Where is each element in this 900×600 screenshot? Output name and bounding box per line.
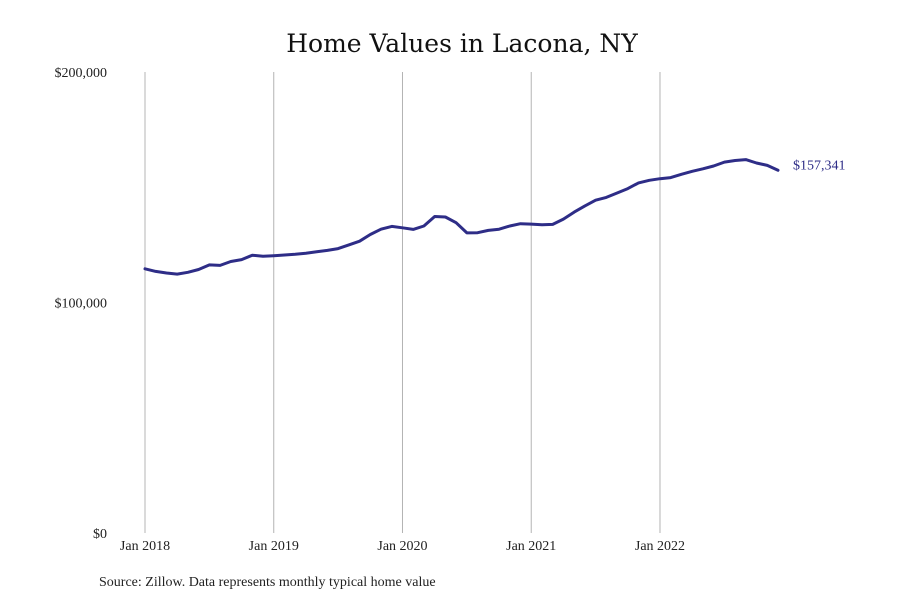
x-tick-label: Jan 2020 (377, 539, 427, 554)
x-tick-label: Jan 2021 (506, 539, 556, 554)
grid-lines (144, 72, 661, 533)
x-tick-label: Jan 2018 (120, 539, 170, 554)
x-tick-label: Jan 2019 (249, 539, 299, 554)
y-tick-label: $100,000 (55, 297, 108, 312)
y-tick-label: $0 (93, 527, 107, 542)
source-note: Source: Zillow. Data represents monthly … (99, 575, 436, 590)
x-tick-label: Jan 2022 (635, 539, 685, 554)
series-line (143, 158, 780, 276)
y-tick-label: $200,000 (55, 66, 108, 81)
end-value-label: $157,341 (793, 158, 846, 173)
chart-title: Home Values in Lacona, NY (286, 29, 638, 58)
x-axis-ticks: Jan 2018 Jan 2019 Jan 2020 Jan 2021 Jan 2022 (120, 539, 685, 554)
y-axis-ticks: $0 $100,000 $200,000 (55, 66, 108, 542)
